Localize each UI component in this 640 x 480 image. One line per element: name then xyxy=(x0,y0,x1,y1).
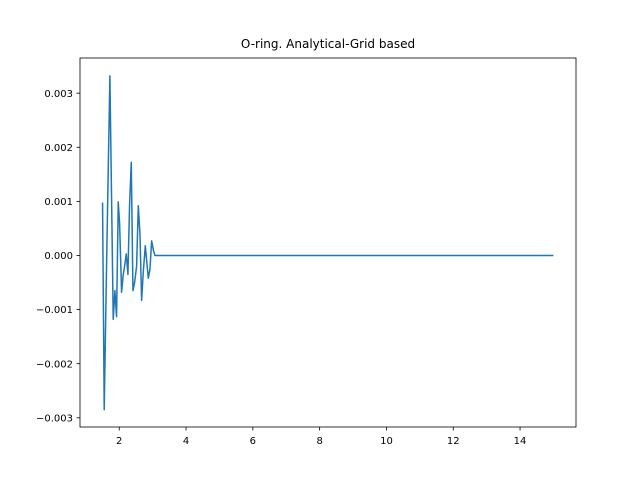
y-tick-label: 0.001 xyxy=(44,197,73,208)
x-tick-label: 12 xyxy=(447,436,460,447)
x-tick-label: 6 xyxy=(250,436,256,447)
x-tick-label: 4 xyxy=(183,436,189,447)
x-tick-label: 10 xyxy=(380,436,393,447)
axes-background xyxy=(80,58,576,427)
x-tick-label: 8 xyxy=(316,436,322,447)
x-axis-ticks: 2 4 6 8 10 12 14 xyxy=(116,427,526,447)
x-tick-label: 2 xyxy=(116,436,122,447)
y-tick-label: 0.002 xyxy=(44,143,73,154)
plot-area: 2 4 6 8 10 12 14 −0.003 −0.002 −0.001 0.000 0.001 0… xyxy=(36,57,577,447)
y-tick-label: 0.003 xyxy=(44,89,73,100)
axes-frame xyxy=(79,57,577,428)
y-tick-label: 0.000 xyxy=(44,251,73,262)
series-line xyxy=(101,75,554,411)
chart-title: O-ring. Analytical-Grid based xyxy=(241,37,415,51)
y-tick-label: −0.001 xyxy=(36,305,73,316)
y-axis-ticks: −0.003 −0.002 −0.001 0.000 0.001 0.002 0.003 xyxy=(36,89,80,424)
y-tick-label: −0.003 xyxy=(36,413,73,424)
x-tick-label: 14 xyxy=(514,436,527,447)
y-tick-label: −0.002 xyxy=(36,359,73,370)
